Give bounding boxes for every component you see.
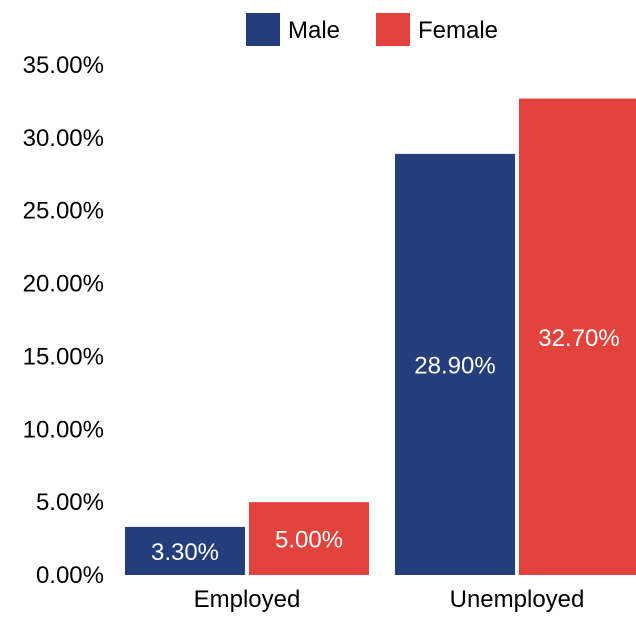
bar-male-unemployed [395, 153, 515, 575]
legend-swatch-male [246, 13, 280, 46]
bars: 3.30% 5.00% 28.90% 32.70% [125, 98, 636, 575]
y-tick-label: 10.00% [23, 416, 104, 443]
bar-male-employed [125, 526, 245, 575]
data-label: 28.90% [414, 352, 495, 379]
data-label: 32.70% [538, 325, 619, 352]
data-label: 5.00% [275, 527, 343, 554]
y-tick-label: 5.00% [36, 489, 104, 516]
x-axis: Employed Unemployed [194, 586, 585, 613]
y-tick-label: 20.00% [23, 271, 104, 298]
x-tick-label: Employed [194, 586, 301, 613]
y-tick-label: 25.00% [23, 198, 104, 225]
data-label: 3.30% [151, 539, 219, 566]
y-tick-label: 30.00% [23, 125, 104, 152]
x-tick-label: Unemployed [450, 586, 585, 613]
y-tick-label: 0.00% [36, 562, 104, 589]
y-axis: 0.00% 5.00% 10.00% 15.00% 20.00% 25.00% 30.00%… [23, 52, 104, 589]
bar-female-unemployed [519, 98, 636, 575]
bar-female-employed [249, 502, 369, 575]
y-tick-label: 15.00% [23, 343, 104, 370]
legend-swatch-female [376, 13, 410, 46]
y-tick-label: 35.00% [23, 52, 104, 79]
legend: Male Female [246, 13, 498, 46]
legend-label-male: Male [288, 17, 340, 44]
legend-label-female: Female [418, 17, 498, 44]
